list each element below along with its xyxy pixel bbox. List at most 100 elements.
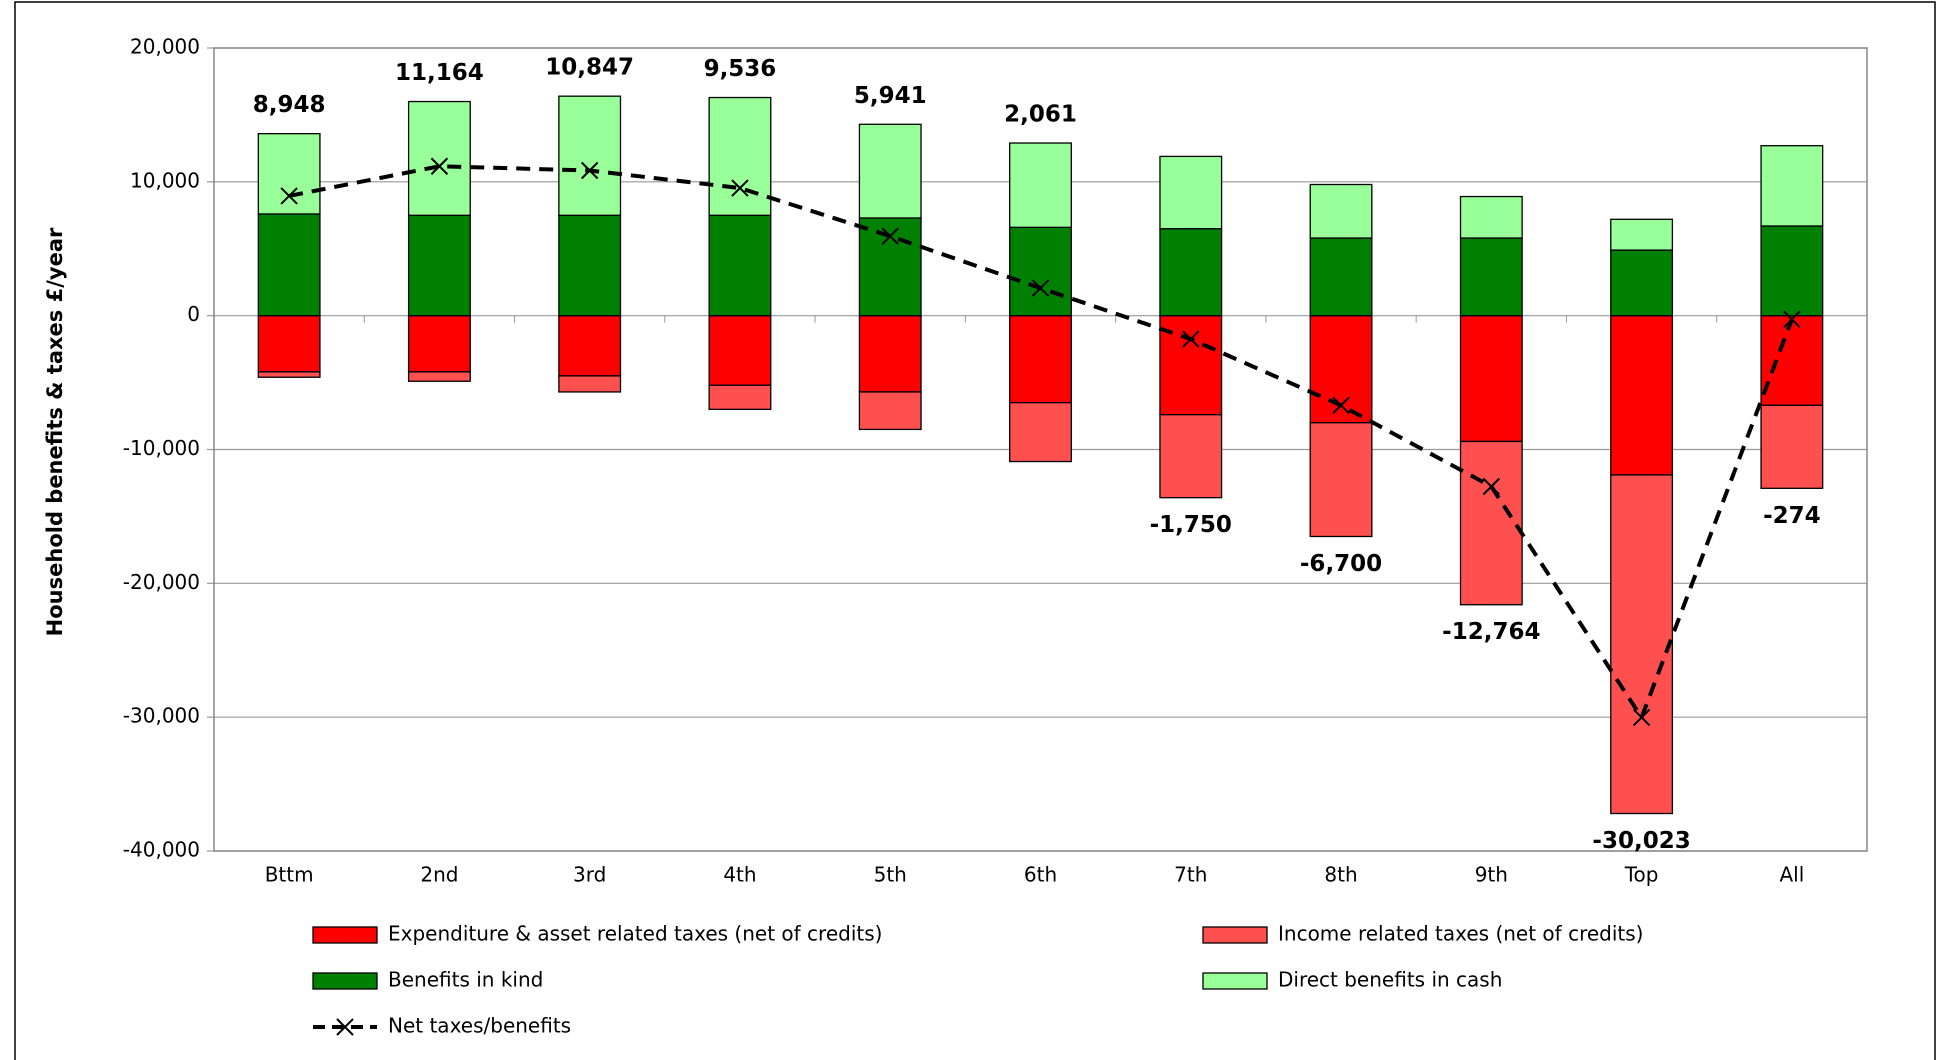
y-tick-label: 0 bbox=[187, 302, 200, 326]
bar-segment bbox=[407, 315, 471, 373]
marker-cross bbox=[280, 187, 298, 205]
bar-segment bbox=[1610, 249, 1674, 317]
net-marker bbox=[881, 227, 899, 245]
value-label: 9,536 bbox=[704, 56, 777, 82]
bar-segment bbox=[1459, 440, 1523, 606]
net-marker bbox=[1332, 396, 1350, 415]
y-tick-label: -20,000 bbox=[123, 570, 200, 594]
bar-segment bbox=[1610, 315, 1674, 476]
bar-segment bbox=[1009, 142, 1072, 228]
marker-cross bbox=[1783, 310, 1801, 329]
y-tick-label: 10,000 bbox=[130, 168, 200, 192]
value-label: 2,061 bbox=[1004, 102, 1077, 128]
x-tick-label: All bbox=[1779, 863, 1804, 887]
bar-segment bbox=[257, 315, 321, 373]
frame bbox=[14, 1, 1936, 1060]
bar-segment bbox=[1309, 183, 1373, 239]
legend-swatch bbox=[1202, 926, 1268, 944]
marker-cross bbox=[1031, 279, 1050, 297]
bar-segment bbox=[708, 214, 772, 317]
y-tick-label: -30,000 bbox=[123, 704, 200, 728]
legend-label: Benefits in kind bbox=[388, 968, 543, 992]
value-label: -30,023 bbox=[1592, 828, 1690, 854]
marker-cross bbox=[580, 161, 599, 180]
bar-segment bbox=[1309, 422, 1373, 538]
bar-segment bbox=[1159, 155, 1223, 230]
bar-segment bbox=[858, 391, 922, 431]
value-label: 8,948 bbox=[253, 92, 326, 118]
bar-segment bbox=[1009, 226, 1072, 317]
bar-segment bbox=[1760, 145, 1824, 227]
bar-segment bbox=[407, 371, 471, 382]
bar-segment bbox=[708, 384, 772, 411]
x-tick-label: Bttm bbox=[265, 863, 314, 887]
value-label: -274 bbox=[1763, 503, 1821, 529]
value-label: -6,700 bbox=[1300, 551, 1382, 577]
x-tick-label: 4th bbox=[723, 863, 756, 887]
net-marker bbox=[731, 179, 749, 197]
value-label: 11,164 bbox=[395, 60, 484, 86]
x-tick-label: 9th bbox=[1475, 863, 1508, 887]
value-label: -12,764 bbox=[1442, 619, 1540, 645]
marker-cross bbox=[1632, 708, 1651, 727]
marker-cross bbox=[881, 227, 899, 245]
marker-cross bbox=[430, 157, 449, 175]
bar-segment bbox=[1459, 315, 1523, 443]
marker-cross bbox=[1332, 396, 1350, 415]
bar-segment bbox=[1009, 315, 1072, 404]
y-tick-label: -40,000 bbox=[123, 838, 200, 862]
bar-segment bbox=[1760, 404, 1824, 489]
x-tick-label: Top bbox=[1624, 863, 1659, 887]
net-marker bbox=[1632, 708, 1651, 727]
bar-segment bbox=[558, 214, 622, 317]
bar-segment bbox=[1760, 315, 1824, 406]
marker-cross bbox=[731, 179, 749, 197]
x-tick-label: 7th bbox=[1174, 863, 1207, 887]
net-marker bbox=[1783, 310, 1801, 329]
bar-segment bbox=[257, 133, 321, 215]
bar-segment bbox=[1459, 237, 1523, 317]
bar-segment bbox=[558, 375, 622, 393]
bar-segment bbox=[1760, 225, 1824, 317]
bar-segment bbox=[708, 96, 772, 216]
bar-segment bbox=[558, 315, 622, 377]
legend-swatch bbox=[1202, 972, 1268, 990]
net-marker bbox=[1182, 330, 1200, 348]
value-label: 10,847 bbox=[545, 55, 634, 81]
bar-segment bbox=[1459, 195, 1523, 239]
bar-segment bbox=[1610, 474, 1674, 815]
legend-label: Direct benefits in cash bbox=[1278, 968, 1502, 992]
bar-segment bbox=[1009, 402, 1072, 463]
bar-segment bbox=[708, 315, 772, 386]
value-label: -1,750 bbox=[1150, 512, 1232, 538]
bar-segment bbox=[407, 214, 471, 317]
bar-segment bbox=[257, 371, 321, 378]
bar-segment bbox=[407, 100, 471, 216]
marker-cross bbox=[1482, 477, 1501, 496]
bar-segment bbox=[858, 123, 922, 219]
bar-segment bbox=[1159, 414, 1223, 499]
net-marker bbox=[1482, 477, 1501, 496]
bar-segment bbox=[858, 217, 922, 317]
legend-swatch bbox=[312, 972, 378, 990]
bar-segment bbox=[257, 213, 321, 317]
legend-marker bbox=[336, 1018, 354, 1036]
legend-swatch bbox=[312, 926, 378, 944]
x-tick-label: 2nd bbox=[420, 863, 458, 887]
legend-label: Net taxes/benefits bbox=[388, 1014, 571, 1038]
bar-segment bbox=[858, 315, 922, 393]
net-marker bbox=[1031, 279, 1050, 297]
x-tick-label: 8th bbox=[1324, 863, 1357, 887]
bar-segment bbox=[1159, 228, 1223, 317]
bar-segment bbox=[1309, 237, 1373, 317]
bar-segment bbox=[1610, 218, 1674, 251]
x-tick-label: 5th bbox=[874, 863, 907, 887]
marker-cross bbox=[1182, 330, 1200, 348]
net-marker bbox=[430, 157, 449, 175]
value-label: 5,941 bbox=[854, 83, 927, 109]
net-marker bbox=[580, 161, 599, 180]
y-tick-label: -10,000 bbox=[123, 436, 200, 460]
marker-cross bbox=[336, 1018, 354, 1036]
